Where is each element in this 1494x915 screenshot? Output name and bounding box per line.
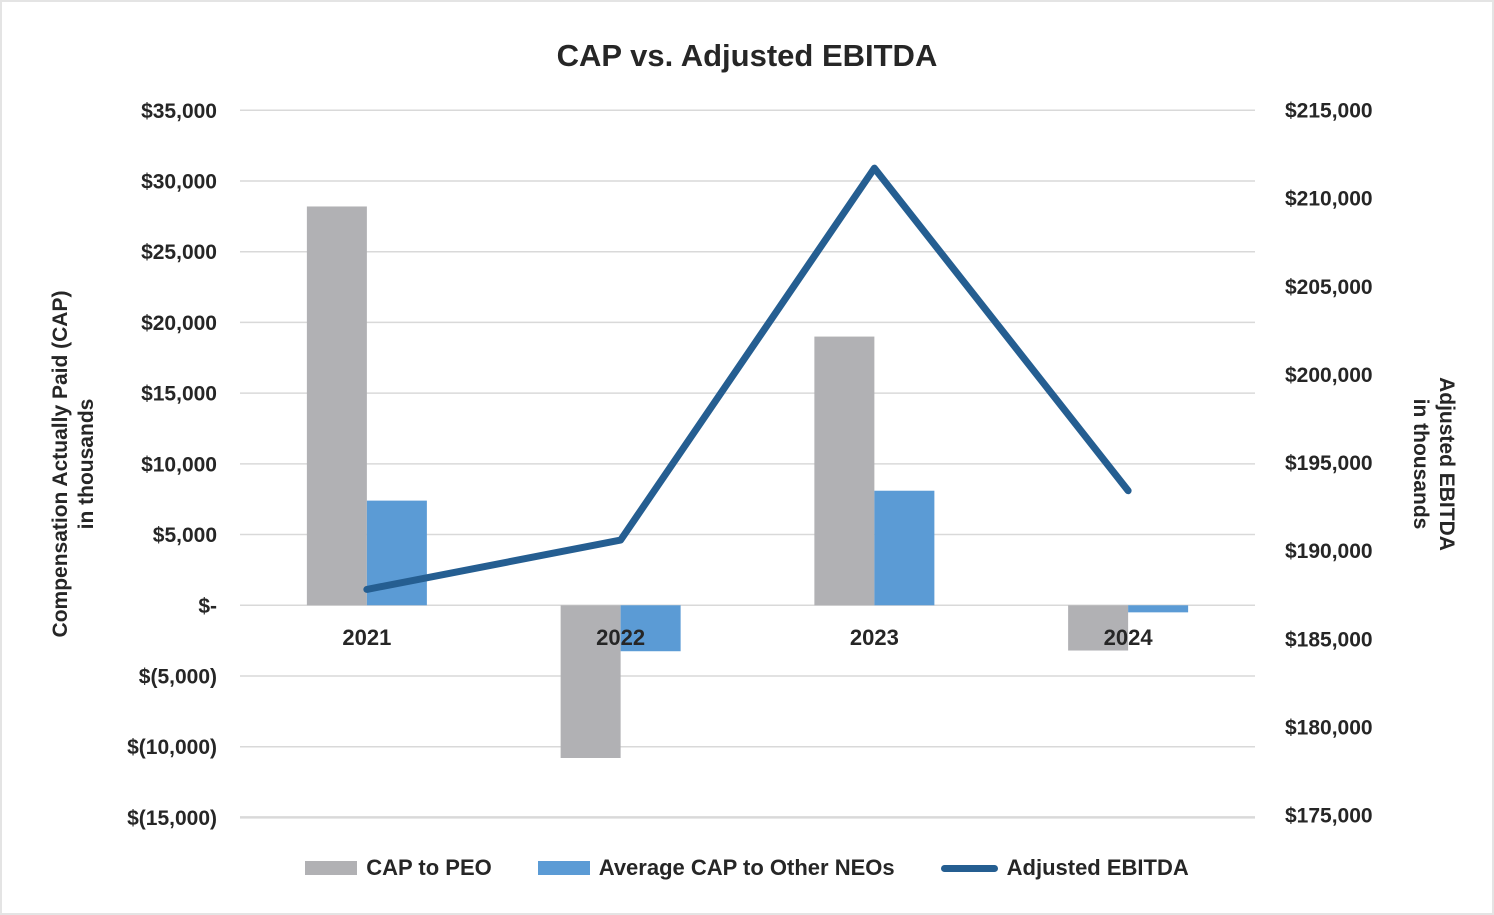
left-axis-tick-label: $5,000 [153, 524, 217, 547]
right-axis-tick-label: $175,000 [1285, 805, 1373, 828]
right-axis-tick-label: $210,000 [1285, 188, 1373, 211]
category-label-2024: 2024 [1104, 625, 1154, 650]
right-axis-tick-label: $215,000 [1285, 100, 1373, 123]
bar-cap-to-peo-2024 [1068, 605, 1129, 651]
adjusted-ebitda-line-swatch-icon [940, 864, 998, 872]
bar-cap-to-peo-2021 [306, 206, 367, 606]
chart-title: CAP vs. Adjusted EBITDA [556, 38, 938, 73]
cap-to-peo-swatch-icon [305, 861, 358, 875]
legend: CAP to PEO Average CAP to Other NEOs Adj… [2, 855, 1492, 881]
category-label-2021: 2021 [342, 625, 391, 650]
left-axis-tick-label: $(5,000) [139, 665, 217, 688]
right-axis-tick-label: $180,000 [1285, 716, 1373, 739]
legend-label-adjusted-ebitda: Adjusted EBITDA [1006, 855, 1189, 880]
category-label-2022: 2022 [596, 625, 645, 650]
left-axis-tick-label: $30,000 [141, 171, 217, 194]
legend-label-cap-to-peo: CAP to PEO [366, 855, 492, 880]
right-axis-tick-label: $200,000 [1285, 364, 1373, 387]
right-axis-tick-label: $205,000 [1285, 276, 1373, 299]
bar-cap-to-peo-2023 [814, 336, 875, 606]
left-axis-tick-label: $- [198, 595, 217, 618]
legend-item-average-cap-other-neos: Average CAP to Other NEOs [537, 855, 895, 881]
bar-cap-to-peo-2022 [560, 605, 621, 759]
legend-item-adjusted-ebitda: Adjusted EBITDA [940, 855, 1189, 881]
left-axis-tick-label: $35,000 [141, 100, 217, 123]
left-axis-tick-label: $25,000 [141, 241, 217, 264]
left-axis-tick-label: $(10,000) [127, 736, 217, 759]
right-axis-tick-label: $190,000 [1285, 540, 1373, 563]
right-axis-tick-label: $185,000 [1285, 628, 1373, 651]
legend-label-average-cap-other-neos: Average CAP to Other NEOs [598, 855, 895, 880]
left-axis-tick-label: $20,000 [141, 312, 217, 335]
left-axis-tick-label: $(15,000) [127, 807, 217, 830]
bar-average-cap-to-other-neos-2022 [620, 605, 681, 652]
category-label-2023: 2023 [850, 625, 899, 650]
left-axis-tick-label: $15,000 [141, 383, 217, 406]
bar-average-cap-to-other-neos-2023 [874, 490, 935, 606]
bar-average-cap-to-other-neos-2024 [1128, 605, 1189, 613]
average-cap-other-neos-swatch-icon [537, 861, 590, 875]
adjusted-ebitda-line [363, 164, 1132, 593]
legend-item-cap-to-peo: CAP to PEO [305, 855, 492, 881]
right-axis-tick-label: $195,000 [1285, 452, 1373, 475]
left-axis-tick-label: $10,000 [141, 453, 217, 476]
